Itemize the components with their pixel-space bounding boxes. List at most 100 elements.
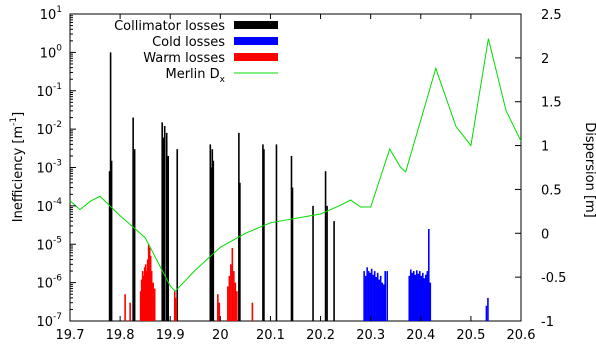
y2-tick-label: 2.5 [541,8,562,23]
bars-group [108,52,489,322]
legend-label-text: Merlin D [166,67,220,82]
plot-area [69,13,522,322]
y-tick-label: 10-4 [36,197,62,215]
collimator-loss-bar [210,167,213,321]
x-tick-label: 20.3 [356,328,385,343]
y-tick-base: 10 [40,8,57,23]
legend-swatch [234,21,278,29]
warm-loss-bar [148,247,151,321]
y-tick-label: 101 [40,5,62,23]
collimator-loss-bar [108,171,111,321]
warm-loss-bar [149,255,152,321]
legend-label: Cold losses [152,35,225,50]
cold-loss-bar [375,277,377,321]
collimator-loss-bar [163,126,166,321]
cold-loss-bar [364,275,367,321]
collimator-loss-bar [209,144,212,321]
warm-loss-bar [173,291,176,321]
y-tick-exponent: -7 [53,312,62,322]
cold-loss-bar [412,271,415,321]
y-tick-label: 10-7 [36,312,62,330]
cold-loss-bar [376,272,379,321]
y-tick-base: 10 [36,123,53,138]
warm-loss-bar [230,264,232,321]
cold-loss-bar [487,297,489,321]
warm-loss-bar [139,291,142,321]
lines-group [69,38,522,292]
y-tick-exponent: 0 [56,43,62,53]
collimator-loss-bar [109,52,112,321]
collimator-loss-bar [165,132,168,321]
warm-loss-bar [147,244,150,321]
cold-loss-bar [369,272,371,321]
y2-tick-label: 1.5 [541,96,562,111]
y-tick-label: 100 [40,43,63,61]
legend-label: Collimator losses [114,19,225,34]
legend-label-text: Warm losses [143,51,225,66]
y2-tick-label: 0.5 [541,183,562,198]
cold-loss-bar [381,282,383,321]
axes-group: 19.7 19.8 19.9 20 20.1 20.2 20.3 20.4 20.5 20.610… [9,5,596,343]
warm-loss-bar [129,302,131,321]
warm-loss-bar [236,291,238,321]
collimator-loss-bar [291,187,294,321]
x-tick-label: 19.9 [156,328,185,343]
cold-loss-bar [421,272,424,321]
y2-tick-label: -1 [541,315,554,330]
collimator-loss-bar [275,144,278,321]
warm-loss-bar [231,247,234,321]
y-tick-base: 10 [36,200,53,215]
warm-loss-bar [144,264,147,321]
x-tick-label: 20.1 [256,328,285,343]
cold-loss-bar [423,278,426,321]
cold-loss-bar [373,271,376,321]
collimator-loss-bar [312,205,314,321]
y2-tick-label: -0.5 [541,271,566,286]
cold-loss-bar [367,271,370,321]
cold-loss-bar [366,267,368,321]
y-tick-exponent: -2 [53,120,62,130]
y-tick-label: 10-2 [36,120,62,138]
cold-loss-bar [409,269,412,321]
warm-loss-bar [145,271,148,321]
y-tick-label: 10-3 [36,159,62,177]
cold-loss-bar [418,271,421,321]
warm-loss-bar [175,297,178,321]
y2-tick-label: 1 [541,140,549,155]
cold-loss-bar [386,271,389,321]
warm-loss-bar [143,267,146,321]
y2-axis-label: Dispersion [m] [582,122,596,218]
cold-loss-bar [382,284,385,321]
cold-loss-bar [420,275,423,321]
y-tick-base: 10 [36,162,53,177]
y-tick-base: 10 [40,46,57,61]
cold-loss-bar [384,271,386,321]
collimator-loss-bar [238,132,240,321]
y-tick-exponent: -5 [53,235,62,245]
cold-loss-bar [411,272,414,321]
collimator-loss-bar [263,149,265,321]
x-tick-label: 20.6 [507,328,536,343]
cold-loss-bar [417,273,420,321]
legend-label-subscript: x [220,75,226,85]
collimator-loss-bar [132,117,134,322]
x-tick-label: 19.7 [56,328,85,343]
warm-loss-bar [146,259,149,321]
y-tick-exponent: -3 [53,159,62,169]
y-tick-exponent: -4 [53,197,62,207]
warm-loss-bar [150,271,153,321]
cold-loss-bar [379,275,382,321]
legend-swatch [234,37,278,45]
y-axis-label-text: Inefficiency [m [11,126,26,222]
legend-label-text: Cold losses [152,35,225,50]
cold-loss-bar [427,228,430,321]
collimator-loss-bar [162,137,165,321]
cold-loss-bar [424,274,427,321]
y-tick-exponent: 1 [56,5,62,15]
y-tick-label: 10-5 [36,235,62,253]
x-tick-label: 19.8 [106,328,135,343]
cold-loss-bar [378,279,380,321]
y-axis-label-end: ] [11,112,26,117]
